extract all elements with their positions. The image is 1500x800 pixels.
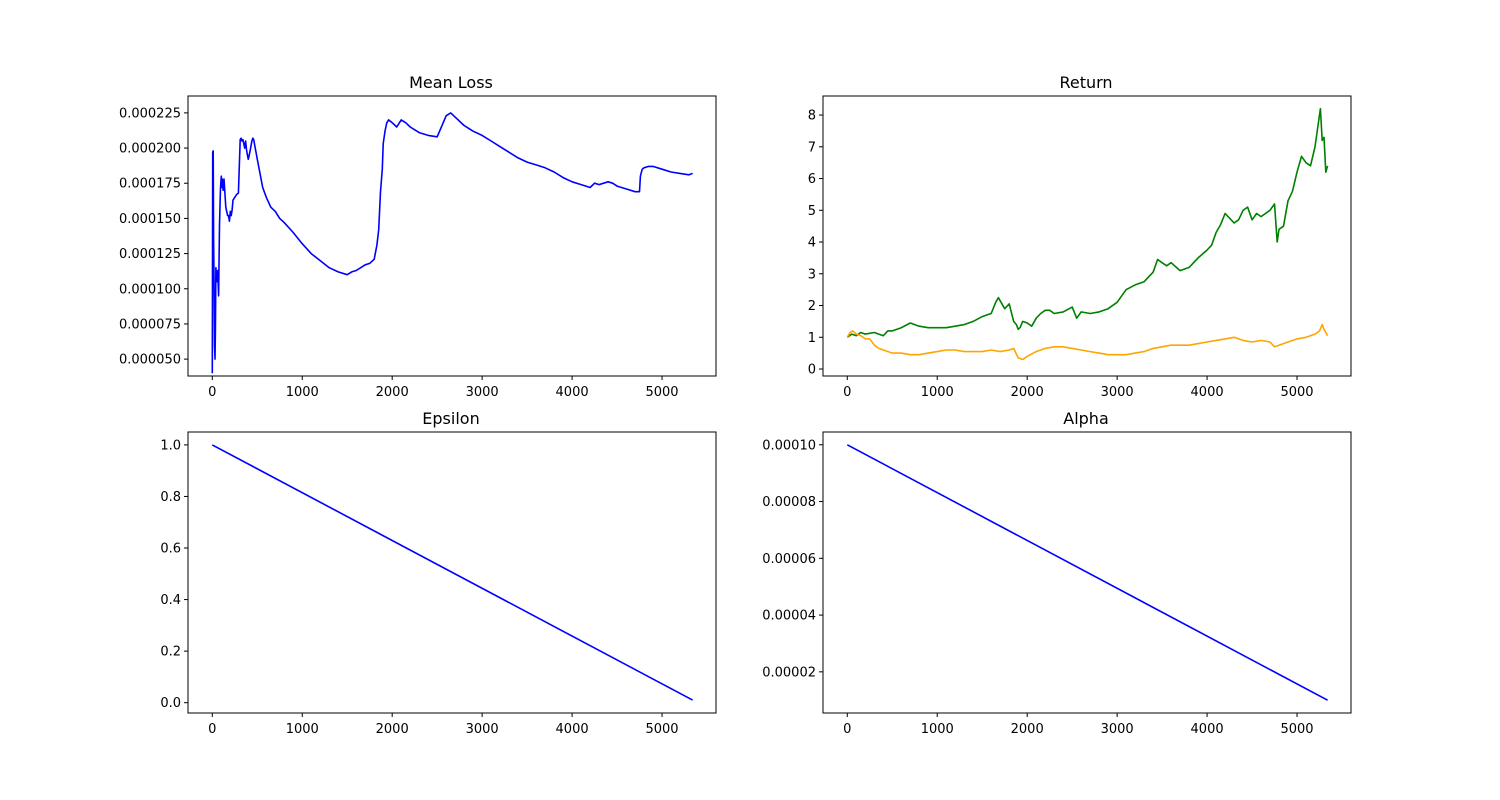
series-line-0	[211, 112, 693, 374]
subplot-epsilon: Epsilon 0 1000 2000 3000 4000 5000 0.0 0.2 0.4 0.…	[160, 409, 717, 737]
series-line-1	[846, 323, 1329, 361]
axes-frame	[187, 431, 717, 714]
axes-frame	[822, 95, 1352, 377]
y-tick-label: 0.0	[160, 696, 181, 711]
y-tick-label: 0	[808, 363, 816, 378]
x-tick-label: 0	[843, 385, 851, 400]
plot-area: 0 1000 2000 3000 4000 5000 0 1 2 3 4 5 6 7 8	[808, 95, 1352, 400]
plot-area: 0 1000 2000 3000 4000 5000 0.00002 0.00004 0.000…	[762, 431, 1352, 737]
x-tick-label: 4000	[556, 385, 589, 400]
y-tick-label: 5	[808, 204, 816, 219]
x-tick-label: 0	[208, 385, 216, 400]
y-tick-label: 0.000100	[119, 282, 181, 297]
plot-area: 0 1000 2000 3000 4000 5000 0.0 0.2 0.4 0.6 0.8 1.0	[160, 431, 717, 737]
subplot-alpha: Alpha 0 1000 2000 3000 4000 5000 0.00002 0.0000…	[762, 409, 1352, 737]
subplot-mean-loss: Mean Loss 0 1000 2000 3000 4000 50000.0000500…	[119, 73, 717, 400]
subplot-title: Epsilon	[422, 409, 479, 428]
x-tick-label: 1000	[286, 385, 319, 400]
x-tick-label: 5000	[645, 722, 678, 737]
subplot-title: Return	[1059, 73, 1112, 92]
x-tick-label: 4000	[1191, 722, 1224, 737]
x-tick-label: 0	[843, 722, 851, 737]
y-tick-label: 0.000150	[119, 212, 181, 227]
x-tick-label: 3000	[1101, 385, 1134, 400]
x-tick-label: 5000	[1280, 385, 1313, 400]
y-tick-label: 0.000050	[119, 353, 181, 368]
x-tick-label: 0	[208, 722, 216, 737]
y-tick-label: 0.00008	[762, 495, 816, 510]
x-tick-label: 4000	[556, 722, 589, 737]
x-tick-label: 2000	[376, 722, 409, 737]
y-tick-label: 1.0	[160, 438, 181, 453]
subplot-title: Alpha	[1063, 409, 1109, 428]
y-tick-label: 4	[808, 236, 816, 251]
axes-frame	[187, 95, 717, 377]
series-line-0	[846, 444, 1328, 701]
y-tick-label: 0.000125	[119, 247, 181, 262]
subplot-return: Return 0 1000 2000 3000 4000 5000 0 1 2 3 4 5 6 7 8	[808, 73, 1352, 400]
y-tick-label: 8	[808, 109, 816, 124]
x-tick-label: 4000	[1191, 385, 1224, 400]
y-tick-label: 6	[808, 172, 816, 187]
y-tick-label: 7	[808, 140, 816, 155]
y-tick-label: 1	[808, 331, 816, 346]
x-tick-label: 5000	[1280, 722, 1313, 737]
x-tick-label: 3000	[466, 385, 499, 400]
x-tick-label: 5000	[645, 385, 678, 400]
x-tick-label: 1000	[286, 722, 319, 737]
series-line-0	[846, 107, 1329, 338]
subplot-title: Mean Loss	[409, 73, 493, 92]
y-tick-label: 0.6	[160, 542, 181, 557]
x-tick-label: 1000	[921, 722, 954, 737]
x-tick-label: 3000	[1101, 722, 1134, 737]
y-tick-label: 2	[808, 299, 816, 314]
y-tick-label: 0.00002	[762, 665, 816, 680]
y-tick-label: 0.00010	[762, 438, 816, 453]
y-tick-label: 0.00004	[762, 609, 816, 624]
y-tick-label: 0.8	[160, 490, 181, 505]
x-tick-label: 2000	[1011, 722, 1044, 737]
axes-frame	[822, 431, 1352, 714]
x-tick-label: 2000	[376, 385, 409, 400]
plot-area: 0 1000 2000 3000 4000 5000 0.000050 0.000075 0.0…	[119, 95, 717, 400]
y-tick-label: 0.2	[160, 645, 181, 660]
y-tick-label: 0.000200	[119, 142, 181, 157]
y-tick-label: 0.000075	[119, 317, 181, 332]
x-tick-label: 3000	[466, 722, 499, 737]
y-tick-label: 0.000225	[119, 106, 181, 121]
y-tick-label: 3	[808, 267, 816, 282]
series-line-0	[211, 444, 693, 701]
y-tick-label: 0.00006	[762, 552, 816, 567]
y-tick-label: 0.4	[160, 593, 181, 608]
x-tick-label: 1000	[921, 385, 954, 400]
x-tick-label: 2000	[1011, 385, 1044, 400]
y-tick-label: 0.000175	[119, 177, 181, 192]
